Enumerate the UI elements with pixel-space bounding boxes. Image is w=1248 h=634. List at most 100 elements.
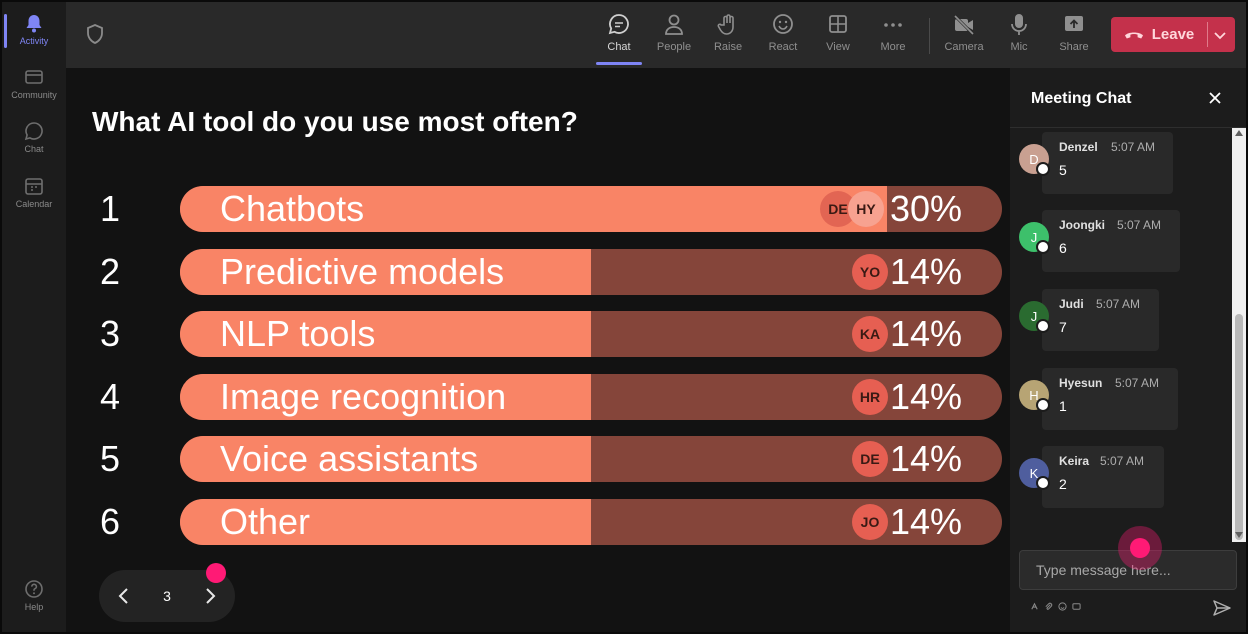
toolbar-mic-label: Mic <box>1010 41 1028 53</box>
message-time: 5:07 AM <box>1096 297 1141 311</box>
toolbar-raise-button[interactable]: Raise <box>702 12 754 53</box>
chat-message-input[interactable] <box>1019 550 1237 590</box>
poll-option-2: 2 Predictive models YO 14% <box>66 249 1010 295</box>
toolbar-view-label: View <box>826 41 850 53</box>
poll-option-bar: Chatbots DE HY 30% <box>180 186 1002 232</box>
help-icon <box>25 580 43 598</box>
calendar-icon <box>25 178 43 195</box>
poll-option-percent: 14% <box>889 438 962 479</box>
message-sender: Denzel <box>1059 140 1098 154</box>
toolbar-react-button[interactable]: React <box>757 12 809 53</box>
scrollbar-thumb[interactable] <box>1235 314 1243 540</box>
shield-icon[interactable] <box>86 24 104 44</box>
poll-option-percent: 14% <box>889 251 962 292</box>
gif-icon[interactable] <box>1072 602 1081 611</box>
rail-item-chat[interactable]: Chat <box>2 120 66 154</box>
poll-option-label: Voice assistants <box>220 438 479 479</box>
chat-scrollbar[interactable] <box>1232 128 1246 542</box>
poll-option-bar: Other JO 14% <box>180 499 1002 545</box>
poll-option-bar: Image recognition HR 14% <box>180 374 1002 420</box>
leave-divider <box>1207 22 1208 47</box>
toolbar-camera-label: Camera <box>944 41 984 53</box>
poll-option-number: 5 <box>100 438 121 479</box>
toolbar-camera-button[interactable]: Camera <box>938 12 990 53</box>
scroll-up-arrow-icon[interactable] <box>1235 130 1243 136</box>
cursor-indicator-core <box>1130 538 1150 558</box>
chat-message: D Denzel 5:07 AM 5 <box>1019 132 1173 194</box>
presence-status-icon <box>1036 240 1050 254</box>
chat-icon <box>608 14 629 35</box>
chat-message: J Judi 5:07 AM 7 <box>1019 289 1159 351</box>
hand-icon <box>717 14 734 35</box>
poll-option-label: NLP tools <box>220 313 376 354</box>
toolbar-share-button[interactable]: Share <box>1048 12 1100 53</box>
rail-item-help[interactable]: Help <box>2 578 66 612</box>
toolbar-chat-label: Chat <box>607 41 631 53</box>
toolbar-chat-button[interactable]: Chat <box>593 12 645 53</box>
meeting-chat-panel: Meeting Chat D Denzel 5:07 AM 5 J Joongk… <box>1010 68 1246 632</box>
chat-message: K Keira 5:07 AM 2 <box>1019 446 1164 508</box>
poll-option-percent: 14% <box>889 501 962 542</box>
voter-avatar: YO <box>852 254 888 290</box>
toolbar-react-label: React <box>768 41 798 53</box>
rail-item-activity[interactable]: Activity <box>2 12 66 46</box>
compose-tools <box>1030 602 1081 611</box>
chat-header-divider <box>1010 127 1246 128</box>
poll-option-bar: Voice assistants DE 14% <box>180 436 1002 482</box>
poll-option-5: 5 Voice assistants DE 14% <box>66 436 1010 482</box>
message-time: 5:07 AM <box>1117 218 1162 232</box>
chevron-left-icon[interactable] <box>113 585 135 607</box>
toolbar-view-button[interactable]: View <box>812 12 864 53</box>
rail-item-label: Chat <box>24 144 44 154</box>
send-icon[interactable] <box>1212 599 1232 617</box>
poll-option-label: Other <box>220 501 311 542</box>
attach-icon[interactable] <box>1044 602 1053 611</box>
message-text: 1 <box>1059 398 1067 414</box>
leave-main-button[interactable]: Leave <box>1111 17 1207 52</box>
rail-item-community[interactable]: Community <box>2 66 66 100</box>
toolbar-people-button[interactable]: People <box>648 12 700 53</box>
poll-option-fill <box>180 499 591 545</box>
poll-option-percent: 14% <box>889 376 962 417</box>
leave-label: Leave <box>1151 26 1195 43</box>
rail-item-calendar[interactable]: Calendar <box>2 175 66 209</box>
poll-option-fill <box>180 249 591 295</box>
emoji-icon[interactable] <box>1058 602 1067 611</box>
rail-item-label: Calendar <box>15 199 53 209</box>
poll-option-4: 4 Image recognition HR 14% <box>66 374 1010 420</box>
toolbar-people-label: People <box>656 41 692 53</box>
rail-active-indicator <box>4 14 7 48</box>
chat-icon <box>24 122 43 141</box>
voter-avatar: HR <box>852 379 888 415</box>
bell-icon <box>26 15 42 33</box>
presence-status-icon <box>1036 162 1050 176</box>
message-sender: Hyesun <box>1059 376 1103 390</box>
chat-message-list: D Denzel 5:07 AM 5 J Joongki 5:07 AM 6 J… <box>1010 128 1230 542</box>
chevron-down-icon[interactable] <box>1211 26 1229 44</box>
toolbar-raise-label: Raise <box>713 41 743 53</box>
poll-option-number: 1 <box>100 188 121 229</box>
toolbar-mic-button[interactable]: Mic <box>993 12 1045 53</box>
mic-icon <box>1011 14 1027 35</box>
voter-avatar: HY <box>848 191 884 227</box>
toolbar-more-button[interactable]: More <box>867 12 919 53</box>
close-icon[interactable] <box>1208 91 1222 105</box>
pager-page-number: 3 <box>163 588 171 604</box>
scroll-down-arrow-icon[interactable] <box>1235 532 1243 538</box>
message-time: 5:07 AM <box>1100 454 1145 468</box>
poll-option-6: 6 Other JO 14% <box>66 499 1010 545</box>
poll-option-3: 3 NLP tools KA 14% <box>66 311 1010 357</box>
poll-option-fill <box>180 436 591 482</box>
chevron-right-icon[interactable] <box>199 585 221 607</box>
people-icon <box>665 14 683 35</box>
chat-message: H Hyesun 5:07 AM 1 <box>1019 368 1178 430</box>
poll-option-bar: Predictive models YO 14% <box>180 249 1002 295</box>
poll-option-percent: 14% <box>889 313 962 354</box>
message-text: 6 <box>1059 240 1067 256</box>
leave-button[interactable]: Leave <box>1111 17 1235 52</box>
format-icon[interactable] <box>1030 602 1039 611</box>
share-icon <box>1065 16 1083 31</box>
poll-option-1: 1 Chatbots DE HY 30% <box>66 186 1010 232</box>
smiley-icon <box>773 14 793 34</box>
poll-option-number: 4 <box>100 376 121 417</box>
